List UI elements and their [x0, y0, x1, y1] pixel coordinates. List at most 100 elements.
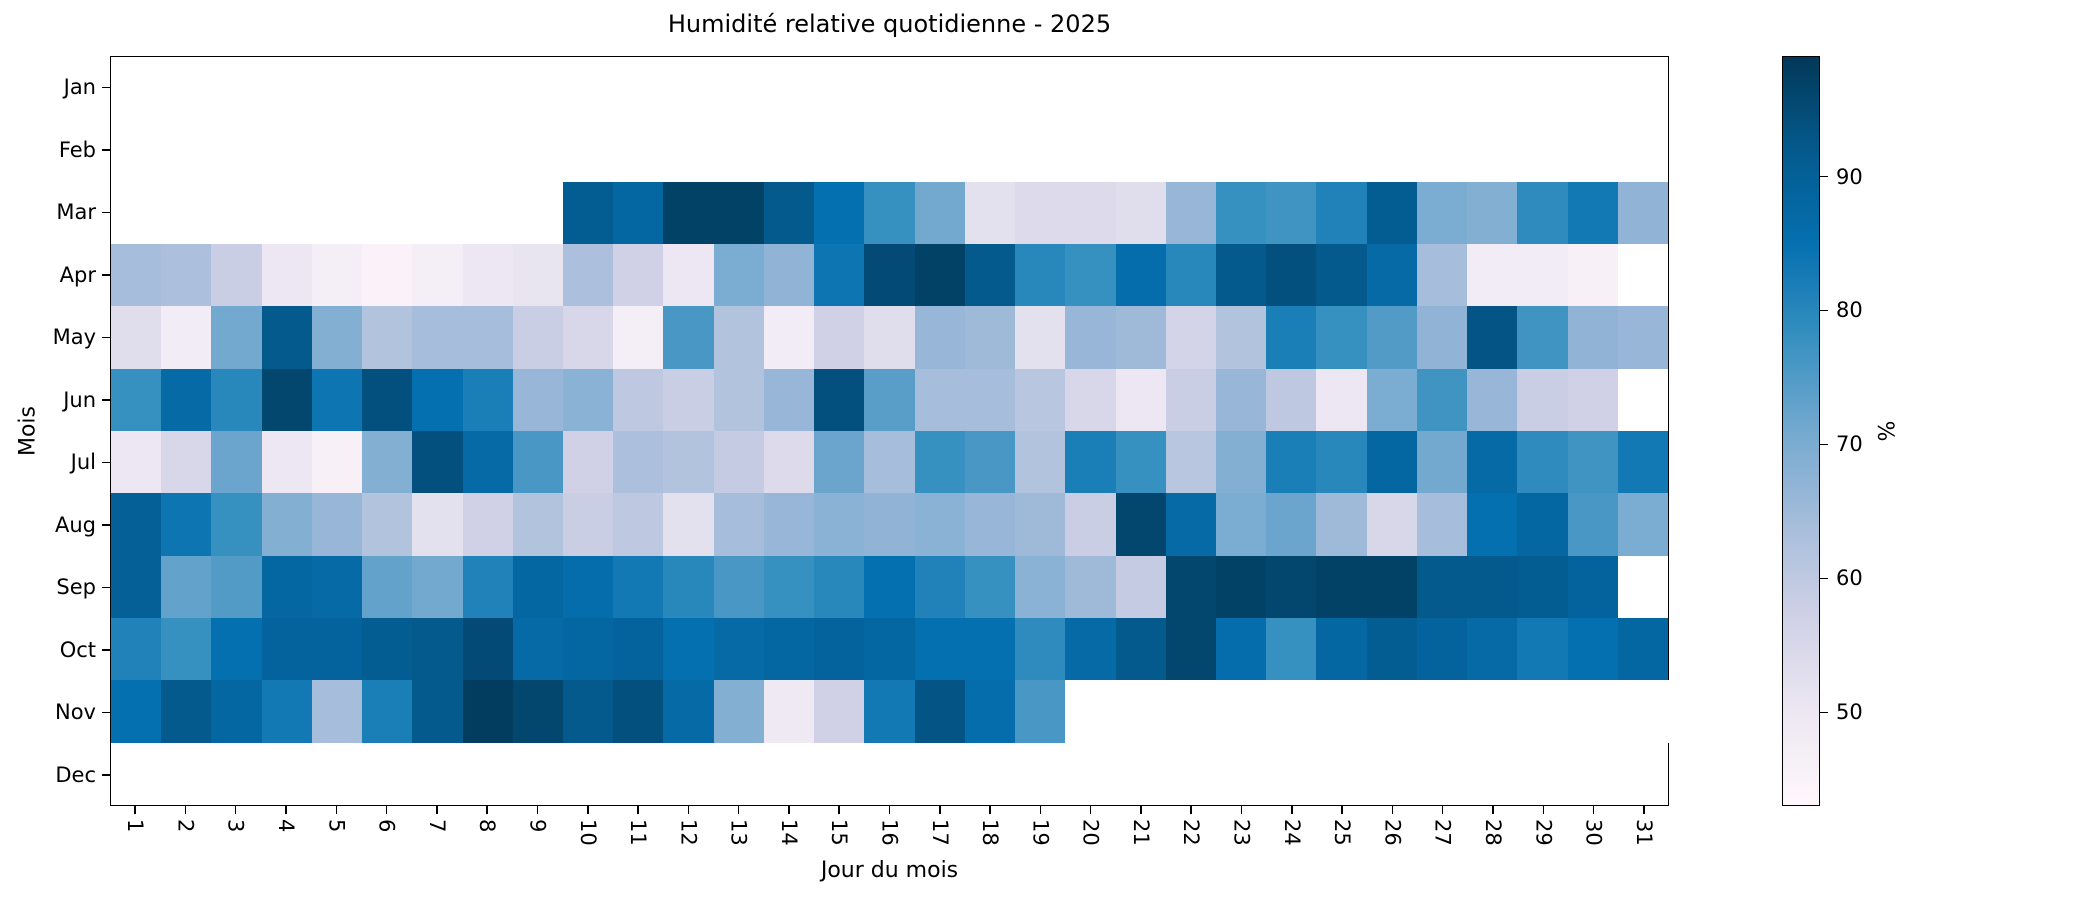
- heatmap-cell: [512, 618, 564, 681]
- heatmap-cell: [1517, 119, 1568, 182]
- heatmap-cell: [814, 431, 865, 494]
- heatmap-cell: [1467, 742, 1518, 805]
- heatmap-cell: [1517, 555, 1568, 618]
- heatmap-plot-area: [110, 56, 1719, 806]
- x-tick: [486, 806, 488, 814]
- heatmap-cell: [512, 742, 564, 805]
- heatmap-cell: [1065, 555, 1116, 618]
- heatmap-cell: [161, 493, 212, 556]
- x-tick-label: 26: [1380, 819, 1405, 846]
- heatmap-cell: [1316, 244, 1367, 307]
- heatmap-cell: [261, 680, 312, 743]
- heatmap-cell: [613, 368, 664, 431]
- y-tick: [102, 274, 110, 276]
- y-tick: [102, 524, 110, 526]
- heatmap-cell: [161, 368, 212, 431]
- heatmap-cell: [1416, 431, 1468, 494]
- heatmap-cell: [864, 431, 915, 494]
- x-tick-label: 22: [1179, 819, 1204, 846]
- heatmap-cell: [1015, 368, 1066, 431]
- heatmap-cell: [1015, 555, 1066, 618]
- heatmap-cell: [1015, 680, 1066, 743]
- heatmap-cell: [713, 618, 764, 681]
- heatmap-cell: [964, 493, 1016, 556]
- heatmap-cell: [1316, 119, 1367, 182]
- x-tick: [385, 806, 388, 814]
- heatmap-cell: [1215, 368, 1267, 431]
- heatmap-cell: [713, 555, 764, 618]
- x-tick-label: 7: [424, 819, 449, 833]
- heatmap-cell: [1115, 57, 1166, 120]
- x-tick-label: 15: [827, 819, 852, 846]
- heatmap-cell: [211, 119, 262, 182]
- heatmap-cell: [311, 119, 363, 182]
- heatmap-cell: [1015, 306, 1066, 369]
- heatmap-cell: [1065, 368, 1116, 431]
- heatmap-cell: [1617, 680, 1668, 743]
- heatmap-cell: [311, 555, 363, 618]
- heatmap-cell: [311, 368, 363, 431]
- heatmap-cell: [362, 181, 413, 244]
- heatmap-cell: [512, 493, 564, 556]
- colorbar-tick: [1820, 175, 1828, 178]
- heatmap-cell: [914, 181, 965, 244]
- heatmap-cell: [613, 431, 664, 494]
- heatmap-cell: [1065, 493, 1116, 556]
- heatmap-cell: [1366, 618, 1417, 681]
- heatmap-cell: [1165, 368, 1216, 431]
- heatmap-cell: [864, 618, 915, 681]
- heatmap-cell: [161, 555, 212, 618]
- heatmap-cell: [1115, 431, 1166, 494]
- heatmap-cell: [1165, 555, 1216, 618]
- heatmap-cell: [1517, 181, 1568, 244]
- heatmap-cell: [613, 244, 664, 307]
- heatmap-cell: [1517, 431, 1568, 494]
- heatmap-cell: [412, 368, 463, 431]
- heatmap-cell: [1165, 680, 1216, 743]
- heatmap-cell: [1115, 680, 1166, 743]
- heatmap-cell: [1316, 618, 1367, 681]
- heatmap-cell: [211, 306, 262, 369]
- heatmap-cell: [1416, 244, 1468, 307]
- heatmap-cell: [1517, 493, 1568, 556]
- heatmap-cell: [1366, 368, 1417, 431]
- heatmap-cell: [362, 368, 413, 431]
- heatmap-cell: [1165, 57, 1216, 120]
- heatmap-cell: [1567, 244, 1618, 307]
- heatmap-cell: [462, 181, 513, 244]
- heatmap-cell: [362, 119, 413, 182]
- heatmap-cell: [1366, 431, 1417, 494]
- x-tick-label: 10: [575, 819, 600, 846]
- heatmap-cell: [1366, 244, 1417, 307]
- heatmap-cell: [1316, 181, 1367, 244]
- x-tick: [1592, 806, 1595, 814]
- x-tick-label: 20: [1078, 819, 1103, 846]
- heatmap-cell: [563, 555, 614, 618]
- heatmap-cell: [211, 555, 262, 618]
- x-tick: [1542, 806, 1545, 814]
- heatmap-cell: [814, 244, 865, 307]
- heatmap-cell: [763, 742, 815, 805]
- heatmap-cell: [1416, 555, 1468, 618]
- heatmap-cell: [1416, 57, 1468, 120]
- heatmap-cell: [663, 244, 714, 307]
- heatmap-cell: [613, 680, 664, 743]
- y-tick: [102, 461, 110, 463]
- y-tick: [102, 336, 110, 338]
- heatmap-cell: [1517, 306, 1568, 369]
- heatmap-cell: [1617, 493, 1668, 556]
- x-tick-label: 13: [726, 819, 751, 846]
- heatmap-cell: [1467, 244, 1518, 307]
- x-tick-label: 12: [676, 819, 701, 846]
- heatmap-cell: [914, 493, 965, 556]
- heatmap-cell: [462, 493, 513, 556]
- heatmap-cell: [1617, 57, 1668, 120]
- x-tick-label: 19: [1028, 819, 1053, 846]
- heatmap-cell: [613, 119, 664, 182]
- x-tick: [1441, 806, 1444, 814]
- heatmap-cell: [914, 742, 965, 805]
- heatmap-cell: [613, 742, 664, 805]
- x-tick-label: 18: [978, 819, 1003, 846]
- heatmap-cell: [1065, 618, 1116, 681]
- heatmap-cell: [1316, 431, 1367, 494]
